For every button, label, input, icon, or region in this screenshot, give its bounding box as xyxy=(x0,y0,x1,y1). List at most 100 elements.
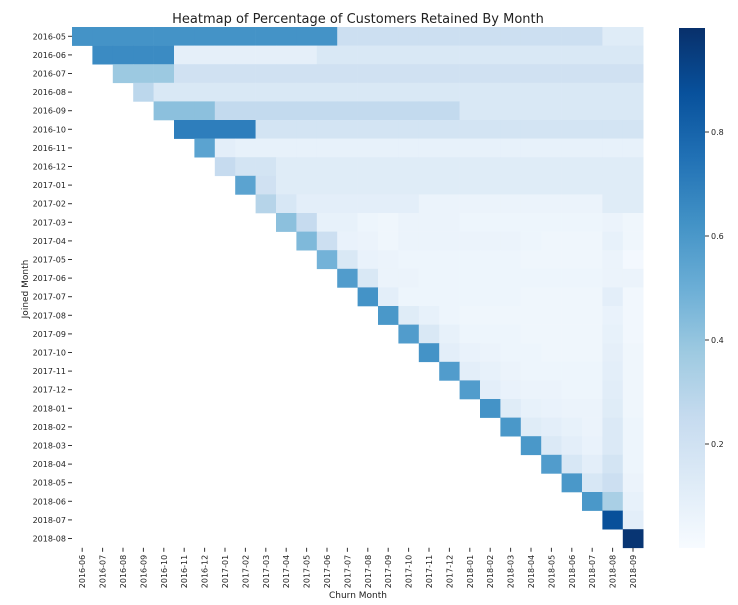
heatmap-cell xyxy=(520,157,542,177)
heatmap-cell xyxy=(541,82,562,102)
heatmap-cell xyxy=(582,120,603,139)
heatmap-cell xyxy=(561,157,583,177)
heatmap-cell xyxy=(174,101,195,121)
heatmap-cell xyxy=(133,82,154,102)
heatmap-cell xyxy=(602,231,624,251)
heatmap-cell xyxy=(439,287,460,307)
heatmap-cell xyxy=(480,268,501,288)
heatmap-cell xyxy=(418,101,440,121)
heatmap-cell xyxy=(296,120,318,139)
heatmap-cell xyxy=(357,213,379,232)
y-tick-label: 2016-05 xyxy=(33,32,66,41)
heatmap-cell xyxy=(235,157,256,177)
y-tick-label: 2018-04 xyxy=(33,460,66,469)
heatmap-cell xyxy=(622,101,644,121)
heatmap-cell xyxy=(602,157,624,177)
heatmap-cell xyxy=(439,175,460,195)
heatmap-cell xyxy=(480,120,501,139)
y-tick-label: 2017-07 xyxy=(33,293,66,302)
heatmap-cell xyxy=(418,213,440,232)
heatmap-cell xyxy=(337,175,358,195)
heatmap-cell xyxy=(500,380,522,400)
heatmap-cell xyxy=(602,82,624,102)
heatmap-cell xyxy=(602,473,624,493)
heatmap-cell xyxy=(459,287,481,307)
y-tick-label: 2017-10 xyxy=(33,349,66,358)
heatmap-cell xyxy=(480,27,501,46)
y-tick-label: 2018-02 xyxy=(33,423,66,432)
heatmap-cell xyxy=(357,64,379,84)
x-tick-label: 2018-02 xyxy=(486,555,495,588)
heatmap-cell xyxy=(378,231,399,251)
heatmap-cell xyxy=(378,213,399,232)
heatmap-cell xyxy=(255,27,277,46)
y-tick-label: 2016-10 xyxy=(33,125,66,134)
heatmap-cell xyxy=(398,120,420,139)
heatmap-cell xyxy=(439,64,460,84)
heatmap-cell xyxy=(561,361,583,381)
heatmap-cell xyxy=(561,101,583,121)
heatmap-cell xyxy=(622,287,644,307)
heatmap-cell xyxy=(602,45,624,65)
heatmap-cell xyxy=(398,27,420,46)
heatmap-cell xyxy=(337,213,358,232)
heatmap-cell xyxy=(582,343,603,363)
heatmap-cell xyxy=(276,175,297,195)
heatmap-cell xyxy=(561,194,583,214)
heatmap-cell xyxy=(500,399,522,418)
heatmap-cell xyxy=(255,64,277,84)
heatmap-cell xyxy=(112,45,134,65)
heatmap-cell xyxy=(316,194,338,214)
x-tick-label: 2016-08 xyxy=(119,555,128,588)
heatmap-cell xyxy=(235,138,256,158)
heatmap-cell xyxy=(398,287,420,307)
heatmap-cell xyxy=(602,213,624,232)
heatmap-cell xyxy=(602,101,624,121)
heatmap-cell xyxy=(296,45,318,65)
heatmap-cell xyxy=(378,138,399,158)
colorbar-tick-label: 0.8 xyxy=(711,128,724,137)
x-tick-label: 2017-01 xyxy=(221,555,230,588)
heatmap-cell xyxy=(398,82,420,102)
heatmap-cell xyxy=(622,454,644,474)
heatmap-cell xyxy=(153,27,175,46)
heatmap-cell xyxy=(398,250,420,270)
heatmap-cell xyxy=(561,454,583,474)
heatmap-cell xyxy=(541,361,562,381)
heatmap-cell xyxy=(561,343,583,363)
heatmap-cell xyxy=(174,120,195,139)
heatmap-cell xyxy=(561,64,583,84)
heatmap-cell xyxy=(459,231,481,251)
heatmap-cell xyxy=(459,324,481,344)
heatmap-cell xyxy=(622,268,644,288)
heatmap-cell xyxy=(337,250,358,270)
heatmap-cell xyxy=(622,27,644,46)
heatmap-cell xyxy=(541,64,562,84)
colorbar-tick-label: 0.4 xyxy=(711,336,724,345)
heatmap-cell xyxy=(561,138,583,158)
heatmap-cell xyxy=(622,157,644,177)
heatmap-cell xyxy=(337,194,358,214)
heatmap-cell xyxy=(582,250,603,270)
heatmap-cell xyxy=(357,120,379,139)
heatmap-cell xyxy=(235,101,256,121)
heatmap-cell xyxy=(316,231,338,251)
x-tick-label: 2018-05 xyxy=(547,555,556,588)
heatmap-cell xyxy=(582,287,603,307)
heatmap-cell xyxy=(480,82,501,102)
heatmap-cell xyxy=(439,27,460,46)
heatmap-cell xyxy=(357,194,379,214)
heatmap-cell xyxy=(214,64,236,84)
heatmap-cell xyxy=(439,157,460,177)
x-tick-label: 2018-03 xyxy=(507,555,516,588)
heatmap-cell xyxy=(582,138,603,158)
heatmap-cell xyxy=(92,45,114,65)
heatmap-cell xyxy=(357,27,379,46)
heatmap-cell xyxy=(378,45,399,65)
heatmap-cell xyxy=(500,250,522,270)
heatmap-cell xyxy=(439,343,460,363)
heatmap-cell xyxy=(357,175,379,195)
heatmap-cell xyxy=(235,45,256,65)
heatmap-cell xyxy=(214,45,236,65)
heatmap-cell xyxy=(418,82,440,102)
